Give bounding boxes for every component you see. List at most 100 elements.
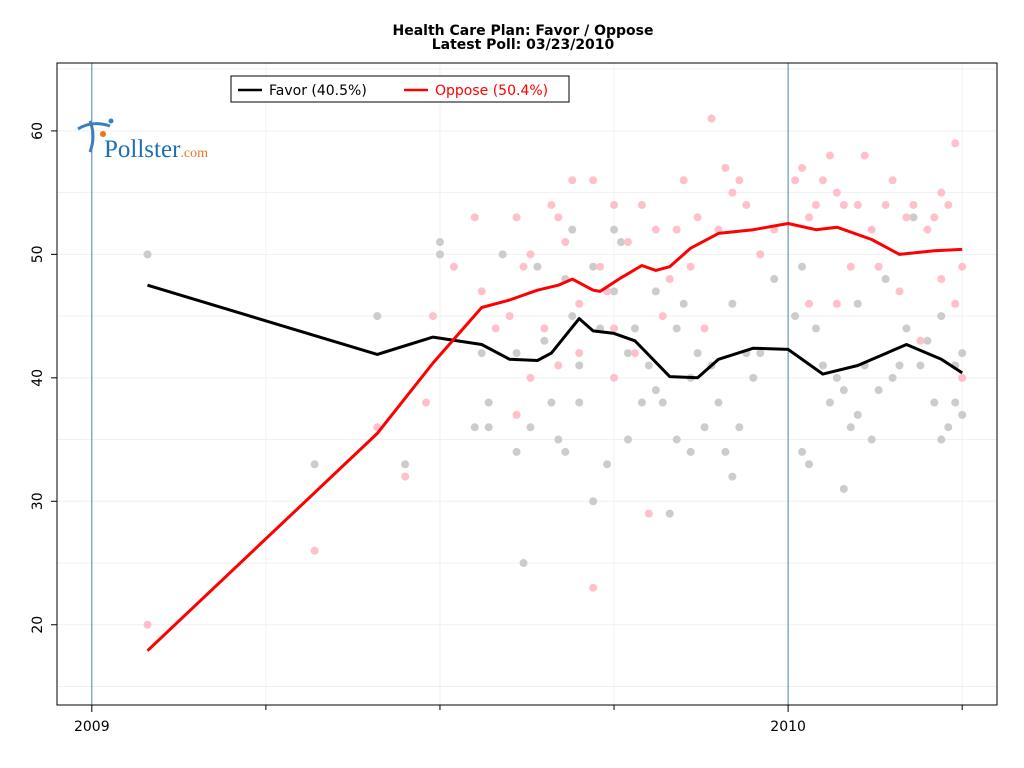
oppose-point — [623, 238, 632, 247]
oppose-point — [672, 225, 681, 234]
favor-point — [735, 423, 744, 432]
favor-point — [526, 423, 535, 432]
favor-point — [373, 312, 382, 321]
favor-point — [623, 349, 632, 358]
oppose-point — [895, 287, 904, 296]
oppose-point — [860, 151, 869, 160]
favor-point — [937, 435, 946, 444]
oppose-point — [735, 176, 744, 185]
pollster-logo: Pollster.com — [77, 118, 208, 163]
oppose-point — [505, 312, 514, 321]
oppose-point — [143, 620, 152, 629]
favor-point — [310, 460, 319, 469]
oppose-point — [526, 373, 535, 382]
favor-point — [818, 361, 827, 370]
y-tick-label: 30 — [30, 492, 46, 510]
favor-point — [686, 447, 695, 456]
oppose-point — [575, 349, 584, 358]
favor-point — [617, 238, 625, 247]
favor-point — [477, 349, 486, 358]
year-lines — [91, 63, 789, 705]
favor-point — [484, 398, 493, 407]
oppose-point — [937, 275, 946, 284]
oppose-point — [881, 200, 890, 209]
favor-point — [540, 336, 549, 345]
oppose-point — [491, 324, 500, 333]
oppose-point — [937, 188, 946, 197]
favor-point — [853, 410, 862, 419]
favor-point — [637, 398, 646, 407]
y-tick-label: 50 — [30, 245, 46, 263]
favor-point — [547, 398, 556, 407]
favor-point — [679, 299, 688, 308]
oppose-point — [658, 312, 667, 321]
oppose-point — [958, 373, 967, 382]
favor-point — [846, 423, 855, 432]
chart-title: Health Care Plan: Favor / Oppose — [392, 23, 653, 39]
oppose-point — [707, 114, 716, 123]
oppose-point — [512, 213, 521, 222]
favor-point — [700, 423, 709, 432]
oppose-points — [143, 114, 967, 629]
oppose-point — [930, 213, 939, 222]
oppose-point — [832, 188, 841, 197]
oppose-point — [791, 176, 800, 185]
favor-point — [930, 398, 939, 407]
favor-point — [644, 361, 653, 370]
favor-trend-line — [147, 283, 964, 380]
oppose-point — [630, 349, 639, 358]
favor-point — [498, 250, 507, 259]
favor-point — [512, 447, 521, 456]
oppose-point — [944, 200, 953, 209]
favor-point — [435, 238, 444, 247]
favor-point — [798, 262, 807, 271]
oppose-point — [665, 275, 674, 284]
oppose-point — [610, 324, 619, 333]
favor-point — [756, 349, 765, 358]
favor-point — [839, 386, 848, 395]
favor-point — [630, 324, 639, 333]
favor-point — [610, 225, 619, 234]
favor-point — [951, 398, 960, 407]
y-tick-label: 40 — [30, 369, 46, 387]
favor-points — [143, 213, 967, 568]
favor-point — [693, 349, 702, 358]
favor-point — [143, 250, 152, 259]
x-tick-label: 2009 — [74, 719, 110, 735]
oppose-point — [596, 262, 605, 271]
oppose-point — [589, 176, 598, 185]
oppose-point — [568, 176, 577, 185]
oppose-point — [519, 262, 528, 271]
plot-frame — [56, 62, 998, 706]
favor-point — [658, 398, 667, 407]
favor-point — [839, 484, 848, 493]
favor-point — [512, 349, 521, 358]
favor-point — [832, 373, 841, 382]
favor-point — [825, 398, 834, 407]
oppose-point — [951, 299, 960, 308]
favor-point — [867, 435, 876, 444]
favor-point — [665, 509, 674, 518]
favor-point — [853, 299, 862, 308]
oppose-point — [310, 546, 319, 555]
oppose-point — [839, 200, 848, 209]
legend-oppose-label: Oppose (50.4%) — [435, 83, 548, 99]
favor-point — [944, 423, 953, 432]
oppose-point — [477, 287, 486, 296]
oppose-point — [811, 200, 820, 209]
favor-point — [902, 324, 911, 333]
oppose-point — [902, 213, 911, 222]
legend-box — [230, 75, 570, 103]
favor-point — [589, 497, 598, 506]
oppose-point — [756, 250, 765, 259]
favor-point — [484, 423, 493, 432]
oppose-point — [916, 336, 925, 345]
oppose-point — [798, 163, 807, 172]
favor-point — [937, 312, 946, 321]
favor-point — [888, 373, 897, 382]
favor-point — [672, 435, 681, 444]
oppose-point — [610, 200, 619, 209]
y-tick-label: 20 — [30, 616, 46, 634]
favor-point — [749, 373, 758, 382]
oppose-point — [554, 213, 563, 222]
